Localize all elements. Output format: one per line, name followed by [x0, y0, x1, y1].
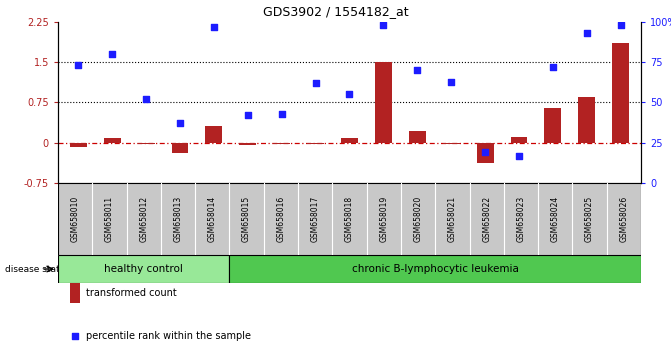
Bar	[409, 131, 426, 143]
Point	[344, 92, 355, 97]
Point	[480, 150, 491, 155]
Text: GSM658024: GSM658024	[551, 196, 560, 242]
Point	[209, 24, 219, 30]
Text: percentile rank within the sample: percentile rank within the sample	[86, 331, 251, 341]
Bar	[205, 126, 222, 143]
Text: GSM658023: GSM658023	[517, 196, 525, 242]
Bar	[138, 143, 154, 144]
Text: GSM658021: GSM658021	[448, 196, 457, 242]
Bar	[58, 255, 229, 283]
Text: GSM658015: GSM658015	[242, 196, 251, 242]
Bar	[375, 62, 392, 143]
Text: disease state: disease state	[5, 264, 65, 274]
Point	[70, 333, 81, 338]
Bar	[273, 143, 290, 144]
Bar	[443, 143, 460, 144]
Point	[513, 153, 524, 159]
Bar	[511, 137, 527, 143]
Point	[276, 111, 287, 116]
Text: GSM658016: GSM658016	[276, 196, 285, 242]
Text: healthy control: healthy control	[104, 264, 183, 274]
Text: GSM658026: GSM658026	[619, 196, 628, 242]
Point	[446, 79, 456, 84]
Point	[242, 113, 253, 118]
Point	[310, 80, 321, 86]
Text: GSM658014: GSM658014	[208, 196, 217, 242]
Point	[581, 30, 592, 36]
Text: GSM658017: GSM658017	[311, 196, 319, 242]
Text: GSM658012: GSM658012	[140, 196, 148, 242]
Point	[73, 63, 84, 68]
Bar	[476, 143, 494, 163]
Text: GSM658020: GSM658020	[413, 196, 423, 242]
Point	[615, 22, 626, 28]
Bar	[307, 143, 324, 144]
Bar	[104, 138, 121, 143]
Bar	[70, 283, 80, 303]
Bar	[612, 44, 629, 143]
Text: GSM658022: GSM658022	[482, 196, 491, 242]
Bar	[240, 143, 256, 145]
Bar	[578, 97, 595, 143]
Point	[174, 121, 185, 126]
Text: transformed count: transformed count	[86, 288, 176, 298]
Bar	[229, 255, 641, 283]
Text: GSM658019: GSM658019	[379, 196, 389, 242]
Point	[548, 64, 558, 70]
Bar	[70, 143, 87, 147]
Bar	[172, 143, 189, 154]
Text: GSM658011: GSM658011	[105, 196, 114, 242]
Text: GDS3902 / 1554182_at: GDS3902 / 1554182_at	[262, 5, 409, 18]
Bar	[341, 138, 358, 143]
Text: GSM658025: GSM658025	[585, 196, 594, 242]
Text: GSM658010: GSM658010	[70, 196, 80, 242]
Point	[412, 68, 423, 73]
Point	[141, 96, 152, 102]
Point	[378, 22, 389, 28]
Bar	[544, 108, 562, 143]
Text: GSM658018: GSM658018	[345, 196, 354, 242]
Text: chronic B-lymphocytic leukemia: chronic B-lymphocytic leukemia	[352, 264, 519, 274]
Point	[107, 51, 117, 57]
Text: GSM658013: GSM658013	[174, 196, 183, 242]
